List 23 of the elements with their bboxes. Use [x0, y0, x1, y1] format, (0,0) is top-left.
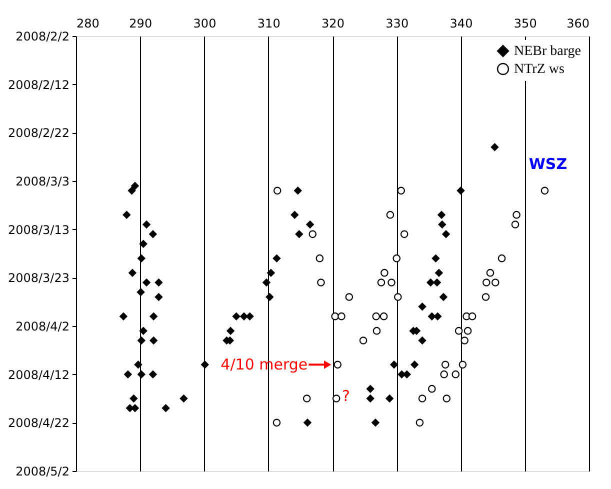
y-tick-label: 2008/4/22: [8, 416, 70, 430]
y-tick-label: 2008/3/13: [8, 222, 70, 237]
x-tick-label: 360: [566, 16, 590, 30]
y-tick-label: 2008/3/23: [8, 271, 70, 286]
x-tick-label: 290: [129, 16, 152, 30]
x-tick-label: 300: [193, 16, 216, 30]
legend-label: NTrZ ws: [514, 62, 564, 77]
legend-label: NEBr barge: [514, 44, 581, 59]
y-tick-label: 2008/5/2: [16, 464, 70, 478]
y-tick-label: 2008/2/12: [8, 78, 70, 92]
x-tick-label: 350: [514, 16, 537, 30]
y-tick-label: 2008/4/2: [16, 320, 70, 334]
annotation: WSZ: [528, 155, 568, 173]
y-tick-label: 2008/2/2: [16, 30, 70, 44]
annotation: ?: [342, 387, 350, 405]
y-tick-label: 2008/2/22: [8, 126, 70, 140]
y-tick-label: 2008/3/3: [16, 174, 70, 188]
x-tick-label: 280: [76, 16, 100, 30]
x-tick-label: 320: [322, 16, 344, 30]
x-tick-label: 310: [257, 16, 280, 30]
x-tick-label: 330: [386, 16, 409, 30]
x-tick-label: 340: [450, 16, 473, 30]
y-tick-label: 2008/4/12: [8, 368, 70, 382]
